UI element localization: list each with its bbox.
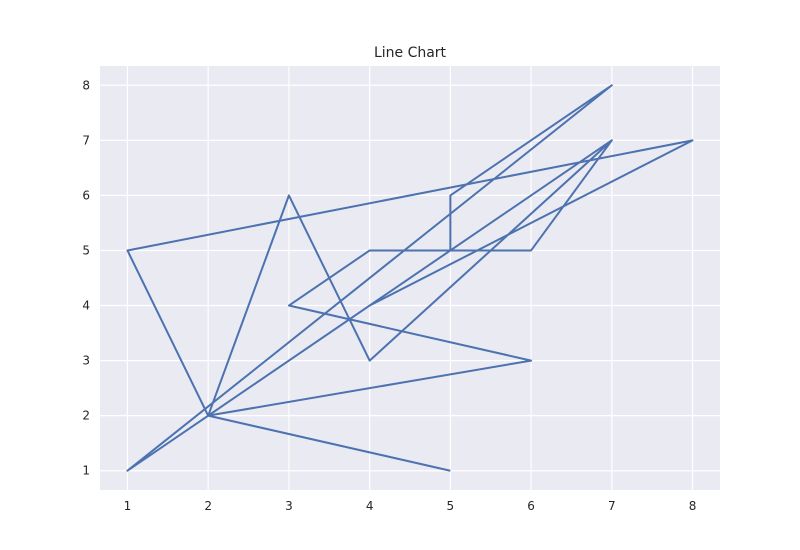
x-tick-label: 3 bbox=[285, 499, 293, 513]
chart-title: Line Chart bbox=[374, 45, 447, 61]
x-tick-label: 4 bbox=[366, 499, 374, 513]
series-line bbox=[126, 84, 694, 472]
x-tick-label: 1 bbox=[124, 499, 132, 513]
x-tick-label: 6 bbox=[527, 499, 535, 513]
y-tick-label: 4 bbox=[82, 299, 90, 313]
y-tick-label: 7 bbox=[82, 133, 90, 147]
y-tick-label: 3 bbox=[82, 354, 90, 368]
y-axis-ticks: 1 2 3 4 5 6 7 8 bbox=[82, 78, 90, 477]
y-tick-label: 6 bbox=[82, 188, 90, 202]
y-tick-label: 1 bbox=[82, 464, 90, 478]
x-tick-label: 5 bbox=[447, 499, 455, 513]
x-tick-label: 2 bbox=[204, 499, 212, 513]
y-tick-label: 8 bbox=[82, 78, 90, 92]
x-axis-ticks: 1 2 3 4 5 6 7 8 bbox=[124, 499, 697, 513]
x-tick-label: 8 bbox=[689, 499, 697, 513]
y-tick-label: 5 bbox=[82, 243, 90, 257]
x-tick-label: 7 bbox=[608, 499, 616, 513]
series-layer bbox=[126, 84, 694, 472]
y-tick-label: 2 bbox=[82, 409, 90, 423]
